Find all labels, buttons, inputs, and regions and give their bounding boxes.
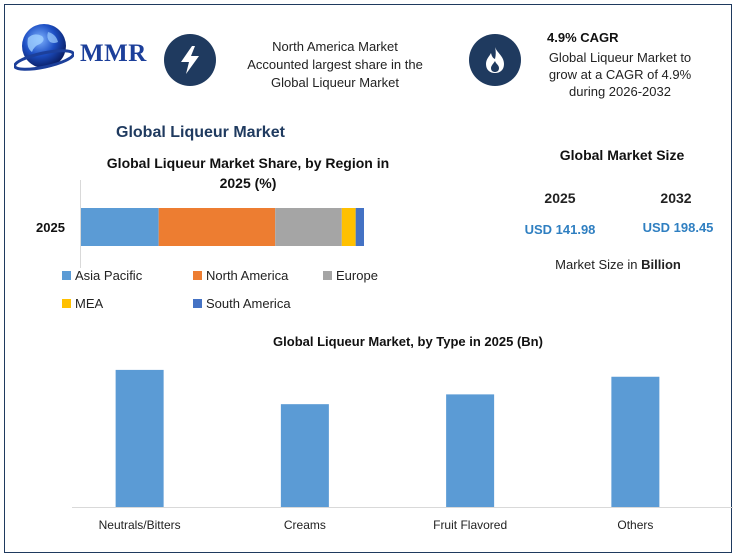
cagr-line-1: Global Liqueur Market to xyxy=(548,50,692,65)
region-bar-segment-europe xyxy=(275,208,342,246)
globe-logo-icon xyxy=(14,24,74,71)
market-size-title: Global Market Size xyxy=(559,147,685,163)
info-line-2: Accounted largest share in the xyxy=(247,57,423,72)
region-chart-title: Global Liqueur Market Share, by Region i… xyxy=(74,153,422,193)
info-line-1: North America Market xyxy=(272,39,398,54)
region-bar-segment-north-america xyxy=(158,208,276,246)
logo-text: MMR xyxy=(80,40,147,67)
type-bar-neutrals-bitters xyxy=(115,369,164,507)
type-bar-creams xyxy=(280,404,329,507)
region-bar-segment-mea xyxy=(341,208,356,246)
market-size-value-2025: USD 141.98 xyxy=(524,222,596,237)
type-tick-label-neutrals-bitters: Neutrals/Bitters xyxy=(99,518,181,532)
legend-swatch-europe xyxy=(323,271,332,280)
market-size-year-2025: 2025 xyxy=(544,190,576,206)
info-line-3: Global Liqueur Market xyxy=(271,75,399,90)
market-size-year-2032: 2032 xyxy=(660,190,692,206)
region-chart-title-line-2: 2025 (%) xyxy=(219,175,277,191)
region-chart-category-label: 2025 xyxy=(36,220,65,235)
legend-label-north-america: North America xyxy=(206,268,289,283)
market-size-value-2032: USD 198.45 xyxy=(642,220,714,235)
region-bar-segment-south-america xyxy=(355,208,364,246)
legend-label-mea: MEA xyxy=(75,296,104,311)
legend-label-asia-pacific: Asia Pacific xyxy=(75,268,143,283)
legend-label-europe: Europe xyxy=(336,268,378,283)
legend-swatch-north-america xyxy=(193,271,202,280)
flame-icon xyxy=(486,47,504,73)
legend-swatch-asia-pacific xyxy=(62,271,71,280)
lightning-icon xyxy=(181,46,199,74)
cagr-line-3: during 2026-2032 xyxy=(569,84,671,99)
mmr-logo: MMR xyxy=(14,20,154,76)
legend-label-south-america: South America xyxy=(206,296,291,311)
type-tick-label-creams: Creams xyxy=(284,518,326,532)
legend-swatch-south-america xyxy=(193,299,202,308)
legend-swatch-mea xyxy=(62,299,71,308)
main-title: Global Liqueur Market xyxy=(116,124,285,141)
unit-note-prefix: Market Size in xyxy=(555,257,642,272)
type-bar-others xyxy=(611,376,660,507)
type-chart-title: Global Liqueur Market, by Type in 2025 (… xyxy=(273,334,543,349)
cagr-description: Global Liqueur Market to grow at a CAGR … xyxy=(535,49,705,100)
lightning-badge xyxy=(164,34,216,86)
cagr-title: 4.9% CAGR xyxy=(547,30,619,45)
unit-note-unit: Billion xyxy=(641,257,681,272)
north-america-info: North America Market Accounted largest s… xyxy=(232,38,438,92)
cagr-line-2: grow at a CAGR of 4.9% xyxy=(548,67,692,82)
type-tick-label-fruit-flavored: Fruit Flavored xyxy=(433,518,507,532)
market-size-unit-note: Market Size in Billion xyxy=(520,257,716,272)
region-bar-segment-asia-pacific xyxy=(81,208,159,246)
flame-badge xyxy=(469,34,521,86)
type-bar-fruit-flavored xyxy=(446,394,495,507)
type-tick-label-others: Others xyxy=(617,518,653,532)
region-chart-title-line-1: Global Liqueur Market Share, by Region i… xyxy=(106,155,390,171)
